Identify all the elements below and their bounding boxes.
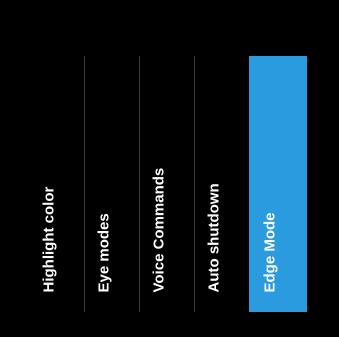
menu-item-label: Eye modes [95,213,113,293]
menu-item-auto-shutdown[interactable]: Auto shutdown [194,56,249,312]
settings-menu-panel: Highlight color Eye modes Voice Commands… [13,12,323,322]
menu-item-highlight-color[interactable]: Highlight color [29,56,84,312]
menu-item-label: Voice Commands [150,167,168,293]
settings-menu-list: Highlight color Eye modes Voice Commands… [29,56,309,312]
menu-item-eye-modes[interactable]: Eye modes [84,56,139,312]
menu-item-label: Edge Mode [261,212,279,293]
menu-item-label: Highlight color [40,186,57,293]
menu-item-voice-commands[interactable]: Voice Commands [139,56,194,312]
menu-item-edge-mode[interactable]: Edge Mode [249,56,307,312]
menu-item-label: Auto shutdown [205,183,223,293]
